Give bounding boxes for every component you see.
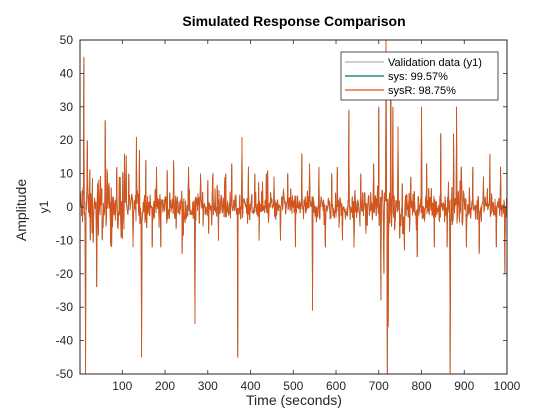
legend-label-sys: sys: 99.57%: [388, 71, 448, 83]
y-tick-label: 50: [60, 33, 74, 47]
y-tick-label: -20: [56, 267, 74, 281]
x-tick-label: 500: [283, 379, 303, 393]
y-tick-label: 30: [60, 100, 74, 114]
y-tick-label: 10: [60, 167, 74, 181]
x-tick-label: 400: [241, 379, 261, 393]
y-tick-label: 0: [66, 200, 73, 214]
legend[interactable]: Validation data (y1) sys: 99.57% sysR: 9…: [340, 51, 499, 101]
legend-label-validation: Validation data (y1): [388, 57, 482, 69]
y-tick-label: -30: [56, 300, 74, 314]
y-tick-label: -50: [56, 367, 74, 381]
x-tick-label: 1000: [494, 379, 521, 393]
x-axis: 100 200 300 400 500 600 700 800 900 1000: [112, 40, 521, 393]
channel-label: y1: [37, 200, 51, 213]
y-tick-label: -10: [56, 233, 74, 247]
x-axis-label: Time (seconds): [246, 392, 342, 408]
series-line-sysr: [79, 39, 508, 375]
series-layer: [79, 39, 508, 375]
y-tick-label: 40: [60, 66, 74, 80]
y-axis-label: Amplitude: [13, 179, 29, 241]
x-tick-label: 100: [112, 379, 132, 393]
x-tick-label: 700: [369, 379, 389, 393]
y-axis: -50 -40 -30 -20 -10 0 10 20 30 40 50: [56, 33, 507, 381]
chart-title: Simulated Response Comparison: [182, 13, 405, 29]
x-tick-label: 900: [454, 379, 474, 393]
x-tick-label: 800: [411, 379, 431, 393]
y-tick-label: -40: [56, 334, 74, 348]
x-tick-label: 200: [155, 379, 175, 393]
x-tick-label: 600: [326, 379, 346, 393]
legend-label-sysr: sysR: 98.75%: [388, 85, 456, 97]
y-tick-label: 20: [60, 133, 74, 147]
x-tick-label: 300: [198, 379, 218, 393]
